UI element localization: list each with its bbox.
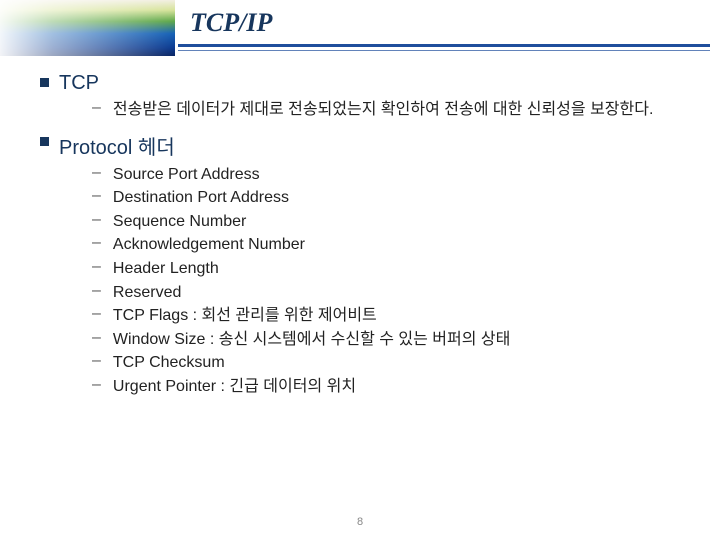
list-item-text: Urgent Pointer : 긴급 데이터의 위치 <box>113 376 356 398</box>
list-item: – Urgent Pointer : 긴급 데이터의 위치 <box>92 376 696 398</box>
title-underline-thick <box>178 44 710 47</box>
list-item-text: Destination Port Address <box>113 187 289 209</box>
dash-icon: – <box>92 305 101 323</box>
slide-content: TCP – 전송받은 데이터가 제대로 전송되었는지 확인하여 전송에 대한 신… <box>0 72 720 408</box>
title-underline-thin <box>178 50 710 51</box>
list-item: – Header Length <box>92 258 696 280</box>
list-item-text: Window Size : 송신 시스템에서 수신할 수 있는 버퍼의 상태 <box>113 329 510 351</box>
header-white-fade <box>0 0 175 56</box>
section-heading-row: Protocol 헤더 <box>24 131 696 160</box>
list-item-text: TCP Checksum <box>113 352 225 374</box>
section-tcp: TCP – 전송받은 데이터가 제대로 전송되었는지 확인하여 전송에 대한 신… <box>24 72 696 121</box>
list-item: – Sequence Number <box>92 211 696 233</box>
square-bullet-icon <box>40 78 49 87</box>
sub-list: – Source Port Address – Destination Port… <box>92 164 696 398</box>
list-item: – Reserved <box>92 282 696 304</box>
slide-header: TCP/IP <box>0 0 720 56</box>
dash-icon: – <box>92 282 101 300</box>
page-number: 8 <box>0 516 720 528</box>
dash-icon: – <box>92 211 101 229</box>
list-item: – Acknowledgement Number <box>92 234 696 256</box>
list-item-text: Sequence Number <box>113 211 246 233</box>
list-item: – Destination Port Address <box>92 187 696 209</box>
square-bullet-icon <box>40 137 49 146</box>
section-protocol-header: Protocol 헤더 – Source Port Address – Dest… <box>24 131 696 398</box>
section-heading: Protocol 헤더 <box>59 131 175 160</box>
dash-icon: – <box>92 99 101 117</box>
dash-icon: – <box>92 187 101 205</box>
dash-icon: – <box>92 329 101 347</box>
slide-title: TCP/IP <box>190 8 272 38</box>
dash-icon: – <box>92 376 101 394</box>
list-item: – TCP Flags : 회선 관리를 위한 제어비트 <box>92 305 696 327</box>
dash-icon: – <box>92 234 101 252</box>
section-heading-row: TCP <box>24 72 696 95</box>
list-item: – Window Size : 송신 시스템에서 수신할 수 있는 버퍼의 상태 <box>92 329 696 351</box>
list-item: – Source Port Address <box>92 164 696 186</box>
header-gradient <box>0 0 175 56</box>
list-item: – TCP Checksum <box>92 352 696 374</box>
sub-list: – 전송받은 데이터가 제대로 전송되었는지 확인하여 전송에 대한 신뢰성을 … <box>92 99 696 121</box>
dash-icon: – <box>92 352 101 370</box>
section-heading: TCP <box>59 72 99 95</box>
list-item-text: Source Port Address <box>113 164 260 186</box>
dash-icon: – <box>92 258 101 276</box>
list-item-text: 전송받은 데이터가 제대로 전송되었는지 확인하여 전송에 대한 신뢰성을 보장… <box>113 99 654 121</box>
dash-icon: – <box>92 164 101 182</box>
list-item-text: TCP Flags : 회선 관리를 위한 제어비트 <box>113 305 377 327</box>
list-item-text: Acknowledgement Number <box>113 234 305 256</box>
list-item-text: Reserved <box>113 282 181 304</box>
list-item: – 전송받은 데이터가 제대로 전송되었는지 확인하여 전송에 대한 신뢰성을 … <box>92 99 696 121</box>
list-item-text: Header Length <box>113 258 219 280</box>
